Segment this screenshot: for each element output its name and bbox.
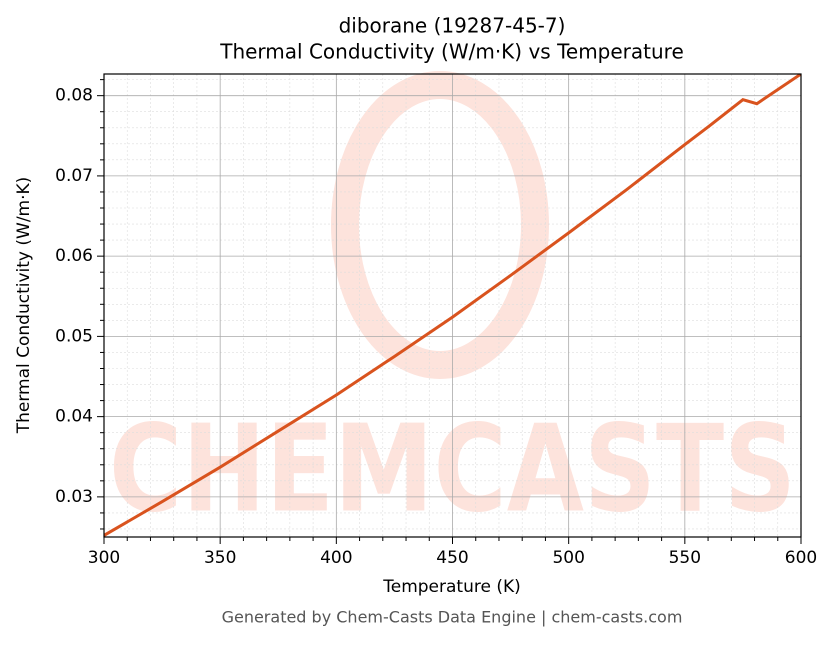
chart-subtitle: Thermal Conductivity (W/m·K) vs Temperat… bbox=[219, 40, 684, 64]
y-tick-label: 0.07 bbox=[55, 166, 93, 186]
chart-title: diborane (19287-45-7) bbox=[339, 14, 566, 38]
x-tick-label: 300 bbox=[88, 548, 120, 568]
x-tick-label: 600 bbox=[785, 548, 817, 568]
watermark-logo bbox=[331, 71, 549, 379]
x-tick-label: 500 bbox=[552, 548, 584, 568]
y-axis-label: Thermal Conductivity (W/m·K) bbox=[14, 177, 34, 435]
y-tick-label: 0.08 bbox=[55, 86, 93, 106]
plot-frame bbox=[103, 73, 802, 538]
y-tick-label: 0.06 bbox=[55, 246, 93, 266]
x-tick-label: 400 bbox=[320, 548, 352, 568]
x-tick-label: 550 bbox=[669, 548, 701, 568]
x-axis-label: Temperature (K) bbox=[382, 577, 521, 597]
y-tick-label: 0.03 bbox=[55, 487, 93, 507]
y-tick-label: 0.04 bbox=[55, 407, 93, 427]
footer: Generated by Chem-Casts Data Engine | ch… bbox=[222, 608, 683, 627]
y-tick-label: 0.05 bbox=[55, 326, 93, 346]
x-tick-label: 450 bbox=[436, 548, 468, 568]
line bbox=[104, 74, 801, 537]
x-tick-label: 350 bbox=[204, 548, 236, 568]
